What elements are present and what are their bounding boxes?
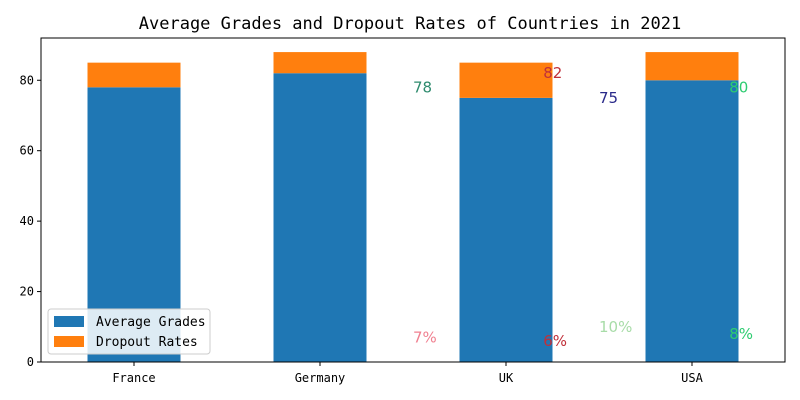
data-annotation: 6% <box>543 332 567 350</box>
y-tick-label: 60 <box>20 144 34 158</box>
bar-dropout-rates-france <box>87 62 181 88</box>
y-tick-label: 80 <box>20 73 34 87</box>
legend-label: Average Grades <box>96 315 206 330</box>
legend: Average Grades Dropout Rates <box>47 308 211 355</box>
legend-label: Dropout Rates <box>96 335 198 350</box>
bar-dropout-rates-usa <box>645 52 739 81</box>
bar-average-grades-uk <box>459 97 553 362</box>
legend-swatch <box>54 336 84 347</box>
data-annotation: 78 <box>413 78 432 96</box>
bar-average-grades-usa <box>645 80 739 363</box>
x-tick-label: UK <box>499 371 514 385</box>
data-annotation: 7% <box>413 328 437 346</box>
data-annotation: 82 <box>543 64 562 82</box>
data-annotation: 80 <box>729 78 748 96</box>
data-annotation: 75 <box>599 89 618 107</box>
x-tick-label: France <box>112 371 155 385</box>
bar-dropout-rates-uk <box>459 62 553 98</box>
bar-average-grades-germany <box>273 73 367 362</box>
annotations: 78 82 75 80 7% 6% 10% 8% <box>413 64 753 350</box>
plot-frame <box>40 37 786 363</box>
plot-area: 0 20 40 60 80 France Germany UK USA <box>20 52 739 385</box>
x-tick-label: Germany <box>295 371 346 385</box>
chart-title: Average Grades and Dropout Rates of Coun… <box>139 14 681 34</box>
data-annotation: 10% <box>599 318 632 336</box>
y-tick-label: 0 <box>27 355 34 369</box>
x-tick-label: USA <box>681 371 703 385</box>
legend-box <box>47 308 211 355</box>
data-annotation: 8% <box>729 325 753 343</box>
bar-dropout-rates-germany <box>273 52 367 74</box>
legend-swatch <box>54 316 84 327</box>
y-tick-label: 40 <box>20 214 34 228</box>
y-tick-label: 20 <box>20 285 34 299</box>
